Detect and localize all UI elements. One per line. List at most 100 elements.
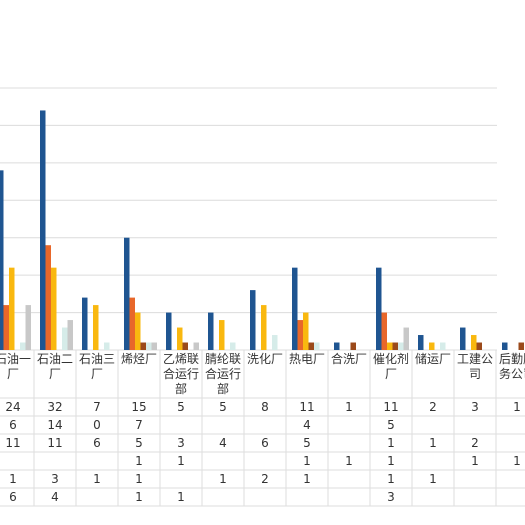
table-cell xyxy=(328,488,370,506)
table-cell: 4 xyxy=(51,490,59,504)
table-cell: 6 xyxy=(9,490,17,504)
bar xyxy=(0,170,4,350)
bar xyxy=(297,320,303,350)
table-cell: 1 xyxy=(345,400,353,414)
bar xyxy=(140,342,146,350)
table-cell xyxy=(202,488,244,506)
table-cell: 7 xyxy=(93,400,101,414)
table-cell: 5 xyxy=(135,436,143,450)
bar xyxy=(62,327,68,350)
bar xyxy=(314,342,320,350)
table-cell xyxy=(496,470,525,488)
bar xyxy=(45,245,51,350)
bar xyxy=(129,297,135,350)
table-cell xyxy=(286,488,328,506)
bar xyxy=(471,335,477,350)
table-cell: 11 xyxy=(47,436,63,450)
bar xyxy=(3,305,9,350)
bar xyxy=(392,342,398,350)
table-cell: 0 xyxy=(93,418,101,432)
bar xyxy=(502,342,508,350)
table-cell: 1 xyxy=(513,454,521,468)
bar xyxy=(460,327,466,350)
x-tick-label: 热电厂 xyxy=(288,352,325,366)
x-tick-label: 合洗厂 xyxy=(330,352,367,366)
bar xyxy=(403,327,409,350)
table-cell: 1 xyxy=(387,454,395,468)
table-cell: 32 xyxy=(47,400,63,414)
bar xyxy=(230,342,236,350)
table-cell: 1 xyxy=(429,436,437,450)
table-cell: 1 xyxy=(429,472,437,486)
x-tick-label: 洗化厂 xyxy=(246,352,283,366)
x-tick-label: 后勤服务公司 xyxy=(498,352,525,381)
table-cell xyxy=(328,470,370,488)
table-cell xyxy=(34,452,76,470)
table-cell xyxy=(76,488,118,506)
table-cell xyxy=(412,452,454,470)
table-cell: 1 xyxy=(135,454,143,468)
table-cell xyxy=(0,452,34,470)
bar xyxy=(350,342,356,350)
table-cell xyxy=(454,470,496,488)
x-tick-label: 石油二厂 xyxy=(36,352,73,381)
bar xyxy=(418,335,424,350)
bar xyxy=(151,342,157,350)
table-cell: 1 xyxy=(177,490,185,504)
bar xyxy=(25,305,31,350)
table-cell xyxy=(244,488,286,506)
bar xyxy=(182,342,188,350)
bar xyxy=(166,312,172,350)
table-cell xyxy=(412,416,454,434)
table-cell: 1 xyxy=(177,454,185,468)
table-cell: 5 xyxy=(303,436,311,450)
table-cell: 11 xyxy=(383,400,399,414)
table-cell xyxy=(328,416,370,434)
table-cell: 3 xyxy=(51,472,59,486)
table-cell: 1 xyxy=(135,472,143,486)
x-tick-label: 催化剂厂 xyxy=(372,352,409,381)
table-cell: 1 xyxy=(345,454,353,468)
table-cell: 1 xyxy=(9,472,17,486)
bar xyxy=(51,267,57,350)
bar xyxy=(429,342,435,350)
table-cell xyxy=(454,488,496,506)
bar xyxy=(93,305,99,350)
table-cell: 5 xyxy=(177,400,185,414)
table-cell: 24 xyxy=(5,400,21,414)
table-cell: 6 xyxy=(93,436,101,450)
table-cell xyxy=(160,416,202,434)
x-tick-label: 工建公司 xyxy=(456,352,493,381)
bar xyxy=(303,312,309,350)
bar xyxy=(334,342,340,350)
table-cell xyxy=(454,416,496,434)
table-cell: 14 xyxy=(47,418,63,432)
x-tick-label: 储运厂 xyxy=(414,352,451,366)
table-cell: 8 xyxy=(261,400,269,414)
bar xyxy=(104,342,110,350)
bar xyxy=(250,290,256,350)
table-cell: 6 xyxy=(9,418,17,432)
x-tick-label: 石油三厂 xyxy=(78,352,115,381)
table-cell xyxy=(496,416,525,434)
table-cell xyxy=(160,470,202,488)
table-cell: 4 xyxy=(219,436,227,450)
bar xyxy=(67,320,73,350)
table-cell xyxy=(76,452,118,470)
table-cell xyxy=(328,434,370,452)
table-cell: 11 xyxy=(299,400,315,414)
bar xyxy=(82,297,88,350)
x-tick-label: 乙烯联合运行部 xyxy=(162,352,199,396)
bar xyxy=(398,342,404,350)
table-cell: 15 xyxy=(131,400,147,414)
bar xyxy=(381,312,387,350)
bar xyxy=(40,110,46,350)
bar xyxy=(292,267,298,350)
table-cell: 1 xyxy=(387,436,395,450)
table-cell xyxy=(496,434,525,452)
bar xyxy=(387,342,393,350)
table-cell: 3 xyxy=(387,490,395,504)
bar xyxy=(146,342,152,350)
x-tick-label: 烯烃厂 xyxy=(120,352,157,366)
table-cell xyxy=(202,416,244,434)
